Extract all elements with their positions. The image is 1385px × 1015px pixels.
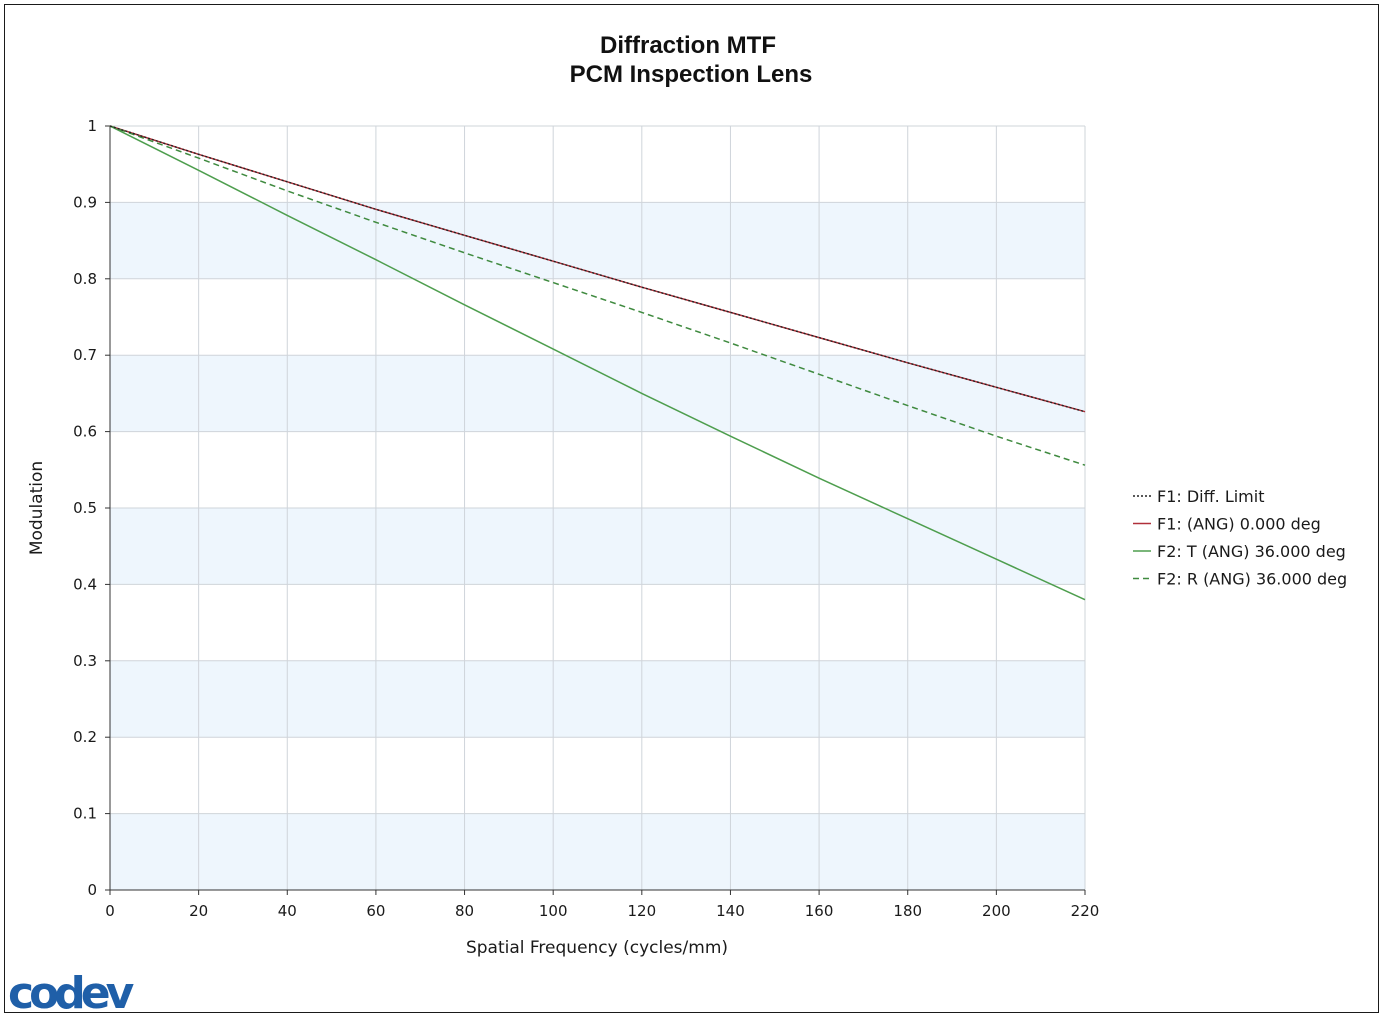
x-tick-label: 160: [805, 902, 834, 920]
legend-entry: F2: R (ANG) 36.000 deg: [1157, 570, 1347, 589]
y-tick-label: 0.9: [73, 193, 97, 211]
series-line-1: [109, 125, 1086, 413]
y-tick-label: 0.4: [73, 575, 97, 593]
x-tick-label: 80: [455, 902, 474, 920]
y-axis-label: Modulation: [27, 461, 47, 555]
legend: F1: Diff. Limit F1: (ANG) 0.000 deg F2: T …: [1133, 487, 1347, 589]
chart-title: Diffraction MTF: [600, 32, 776, 59]
background-band: [110, 355, 1085, 432]
y-tick-label: 0.1: [73, 805, 97, 823]
y-tick-label: 0.7: [73, 346, 97, 364]
x-tick-label: 40: [278, 902, 297, 920]
y-tick-label: 0.2: [73, 728, 97, 746]
y-tick-label: 1: [87, 117, 97, 135]
y-tick-label: 0.5: [73, 499, 97, 517]
x-axis-label: Spatial Frequency (cycles/mm): [466, 938, 728, 958]
x-tick-label: 200: [982, 902, 1011, 920]
y-tick-label: 0.8: [73, 270, 97, 288]
y-tick-label: 0: [87, 881, 97, 899]
background-band: [110, 508, 1085, 585]
series-line-3: [109, 125, 1086, 601]
legend-entry: F1: Diff. Limit: [1157, 487, 1264, 506]
x-tick-label: 180: [893, 902, 922, 920]
series-line-4: [109, 125, 1086, 466]
plot-series: [109, 125, 1086, 601]
background-band: [110, 202, 1085, 279]
plot-background-bands: [110, 202, 1085, 890]
background-band: [110, 660, 1085, 738]
codev-logo: codev: [8, 968, 135, 1015]
x-tick-label: 120: [627, 902, 656, 920]
x-tick-label: 100: [539, 902, 568, 920]
x-tick-label: 20: [189, 902, 208, 920]
plot-axes: [105, 125, 1086, 895]
legend-entry: F1: (ANG) 0.000 deg: [1157, 515, 1321, 534]
tick-labels: 0 20 40 60 80 100 120 140 160 180 200 220 0 0.1 0.2 0.3…: [73, 117, 1099, 920]
y-tick-label: 0.3: [73, 652, 97, 670]
chart-subtitle: PCM Inspection Lens: [570, 61, 813, 88]
x-tick-label: 0: [105, 902, 115, 920]
y-tick-label: 0.6: [73, 423, 97, 441]
x-tick-label: 60: [366, 902, 385, 920]
x-tick-label: 140: [716, 902, 745, 920]
x-tick-label: 220: [1071, 902, 1100, 920]
legend-entry: F2: T (ANG) 36.000 deg: [1157, 542, 1346, 561]
background-band: [110, 813, 1085, 890]
